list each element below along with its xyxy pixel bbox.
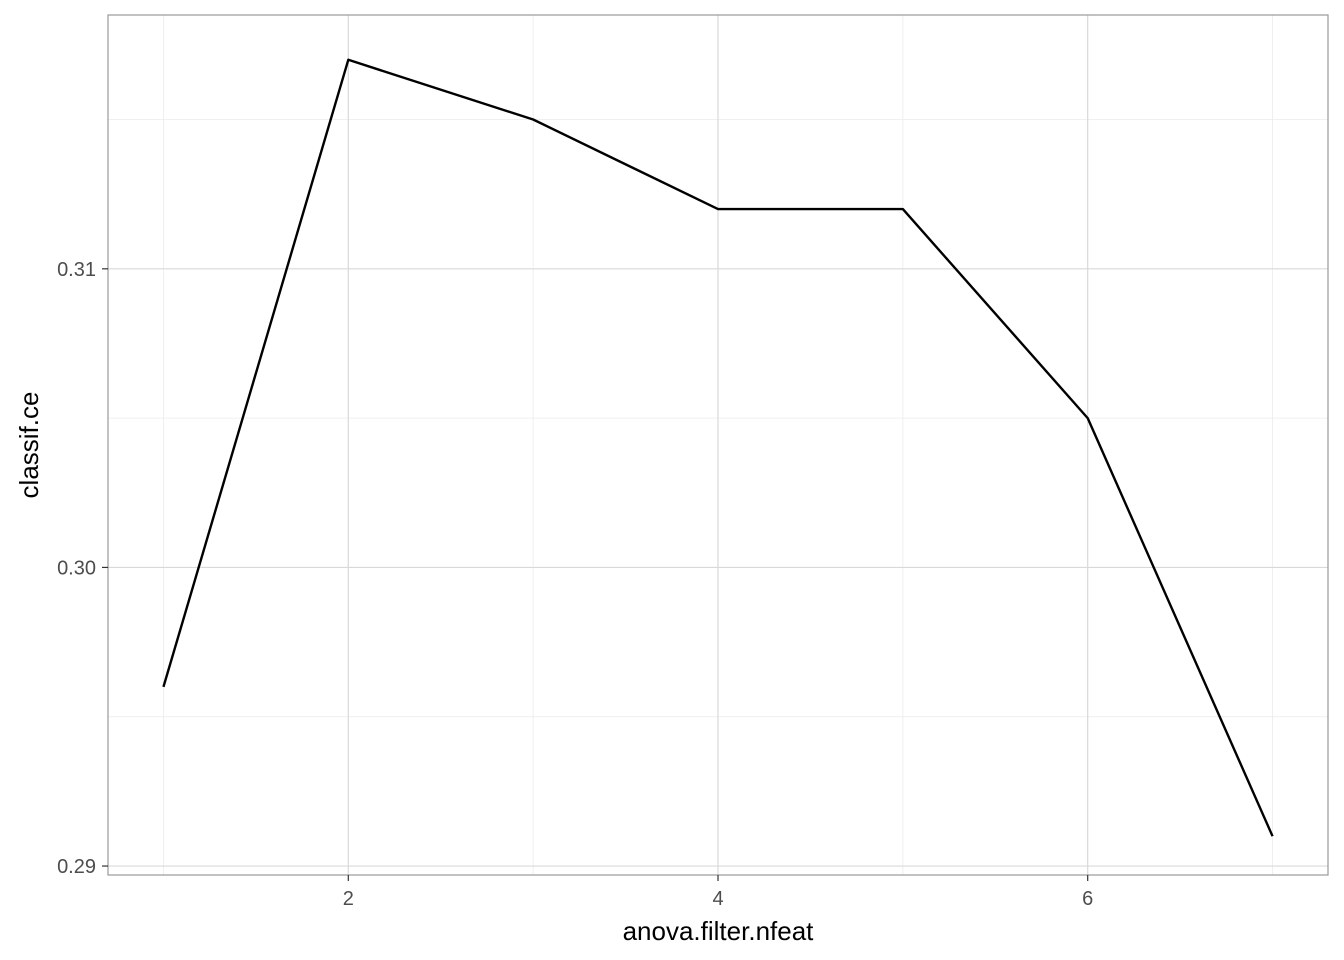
x-axis-title: anova.filter.nfeat [623,916,815,946]
x-tick-label: 2 [343,888,354,910]
series-layer [162,58,1274,837]
y-tick-label: 0.31 [57,259,96,281]
y-tick-label: 0.29 [57,856,96,878]
x-tick-label: 4 [712,888,723,910]
x-tick-label: 6 [1082,888,1093,910]
y-axis-title: classif.ce [14,392,44,499]
y-tick-label: 0.30 [57,557,96,579]
major-gridlines [108,15,1328,875]
axis-ticks: 2 4 6 0.29 0.30 0.31 [57,259,1093,910]
series-line [162,58,1274,837]
